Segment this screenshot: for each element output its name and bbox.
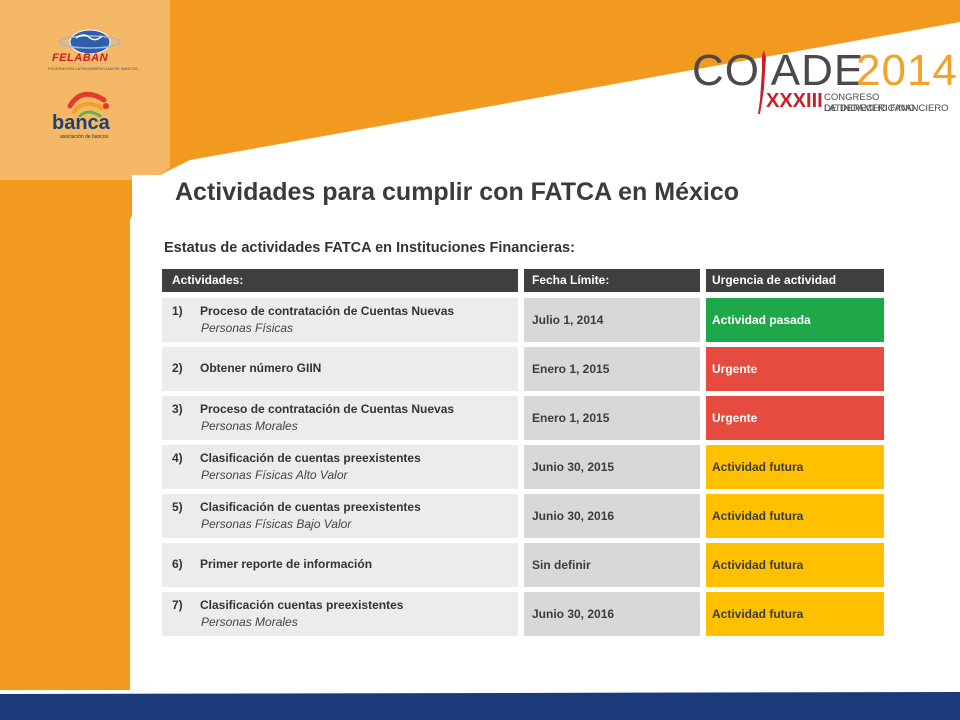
row-number: 7)	[172, 598, 183, 612]
activity-detail: Personas Morales	[201, 419, 298, 433]
status-cell: Urgente	[706, 347, 884, 391]
colade-year: 2014	[856, 46, 958, 95]
colade-subtitle-line1: CONGRESO LATINOAMERICANO	[824, 92, 916, 114]
table-row: 6) Primer reporte de información Sin defi…	[162, 543, 884, 587]
orange-left-strip	[0, 180, 150, 690]
activity-cell: 5) Clasificación de cuentas preexistentes…	[162, 494, 518, 538]
activity-detail: Personas Físicas Bajo Valor	[201, 517, 352, 531]
colade-subtitle-line2: DE DERECHO FINANCIERO	[824, 103, 949, 114]
status-cell: Actividad futura	[706, 445, 884, 489]
deadline-cell: Junio 30, 2016	[524, 592, 700, 636]
colade-wordmark: CO ADE	[692, 46, 865, 95]
status-label: Actividad futura	[712, 509, 804, 523]
deadline-cell: Junio 30, 2016	[524, 494, 700, 538]
activity-cell: 3) Proceso de contratación de Cuentas Nue…	[162, 396, 518, 440]
felaban-globe-logo	[59, 29, 121, 55]
header-urgency: Urgencia de actividad	[706, 269, 884, 292]
activity-cell: 1) Proceso de contratación de Cuentas Nue…	[162, 298, 518, 342]
status-label: Actividad futura	[712, 607, 804, 621]
light-orange-panel	[0, 0, 170, 180]
table-row: 5) Clasificación de cuentas preexistentes…	[162, 494, 884, 538]
status-label: Actividad futura	[712, 460, 804, 474]
orange-banner	[0, 0, 960, 180]
status-cell: Actividad futura	[706, 494, 884, 538]
table-row: 1) Proceso de contratación de Cuentas Nue…	[162, 298, 884, 342]
activity-name: Obtener número GIIN	[200, 361, 322, 375]
activity-name: Proceso de contratación de Cuentas Nueva…	[200, 304, 455, 318]
row-number: 3)	[172, 402, 183, 416]
activity-name: Clasificación de cuentas preexistentes	[200, 451, 421, 465]
activity-name: Primer reporte de información	[200, 557, 373, 571]
row-number: 1)	[172, 304, 183, 318]
activity-cell: 2) Obtener número GIIN	[162, 347, 518, 391]
activity-name: Proceso de contratación de Cuentas Nueva…	[200, 402, 455, 416]
activity-name: Clasificación cuentas preexistentes	[200, 598, 404, 612]
chile-map-icon	[758, 50, 766, 114]
activity-detail: Personas Físicas	[201, 321, 294, 335]
header-deadline: Fecha Límite:	[524, 269, 700, 292]
slide-title: Actividades para cumplir con FATCA en Mé…	[175, 178, 740, 206]
activity-cell: 6) Primer reporte de información	[162, 543, 518, 587]
status-label: Actividad futura	[712, 558, 804, 572]
status-cell: Actividad pasada	[706, 298, 884, 342]
row-number: 6)	[172, 557, 183, 571]
deadline-cell: Enero 1, 2015	[524, 396, 700, 440]
deadline-cell: Julio 1, 2014	[524, 298, 700, 342]
slide-subtitle: Estatus de actividades FATCA en Instituc…	[164, 240, 575, 256]
row-number: 2)	[172, 361, 183, 375]
banca-tagline: asociación de bancos	[60, 134, 109, 140]
activity-cell: 7) Clasificación cuentas preexistentes Pe…	[162, 592, 518, 636]
activity-detail: Personas Morales	[201, 615, 298, 629]
table-row: 2) Obtener número GIIN Enero 1, 2015 Urge…	[162, 347, 884, 391]
row-number: 5)	[172, 500, 183, 514]
banca-logo-mark	[67, 91, 109, 118]
row-number: 4)	[172, 451, 183, 465]
status-label: Urgente	[712, 362, 758, 376]
table-row: 4) Clasificación de cuentas preexistentes…	[162, 445, 884, 489]
status-cell: Actividad futura	[706, 543, 884, 587]
status-cell: Urgente	[706, 396, 884, 440]
navy-band	[0, 692, 960, 720]
deadline-cell: Sin definir	[524, 543, 700, 587]
status-cell: Actividad futura	[706, 592, 884, 636]
felaban-tagline: FEDERACIÓN LATINOAMERICANA DE BANCOS	[48, 66, 138, 71]
felaban-wordmark: FELABAN	[52, 52, 109, 64]
status-label: Actividad pasada	[712, 313, 811, 327]
deadline-cell: Enero 1, 2015	[524, 347, 700, 391]
status-label: Urgente	[712, 411, 758, 425]
colade-edition: XXXIII	[766, 90, 823, 112]
header-activities: Actividades:	[162, 269, 518, 292]
banca-wordmark: banca	[52, 112, 110, 134]
activity-detail: Personas Físicas Alto Valor	[201, 468, 348, 482]
activity-cell: 4) Clasificación de cuentas preexistentes…	[162, 445, 518, 489]
activity-name: Clasificación de cuentas preexistentes	[200, 500, 421, 514]
table-row: 7) Clasificación cuentas preexistentes Pe…	[162, 592, 884, 636]
table-row: 3) Proceso de contratación de Cuentas Nue…	[162, 396, 884, 440]
deadline-cell: Junio 30, 2015	[524, 445, 700, 489]
